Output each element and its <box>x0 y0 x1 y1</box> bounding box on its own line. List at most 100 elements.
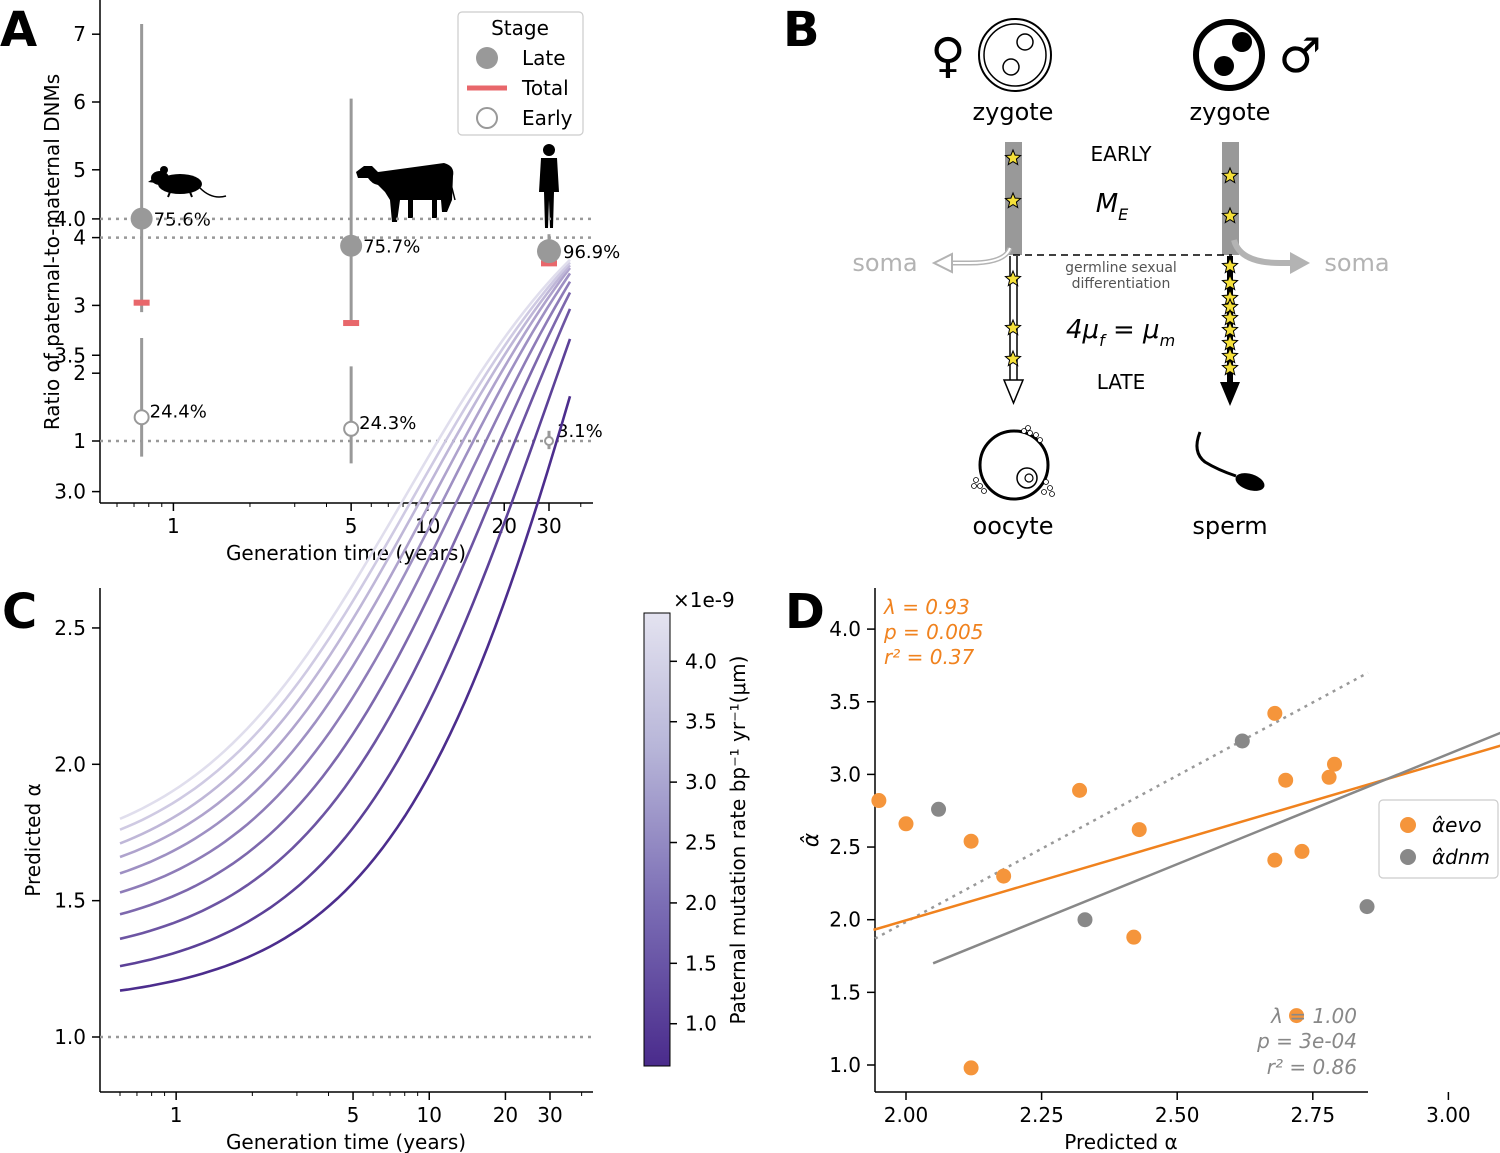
panel-b-diagram: ♀ zygote ♂ zygote EARLY ME germline sexu… <box>852 18 1390 540</box>
panel-c-ytick-label: 3.0 <box>54 480 86 504</box>
early-pct-label-human: 3.1% <box>557 421 603 442</box>
panel-c-ytick-label: 3.5 <box>54 343 86 367</box>
panel-d-xtick-label: 2.50 <box>1155 1103 1200 1127</box>
panel-a-xtick-label: 30 <box>536 514 561 538</box>
panel-a-ytick-label: 4 <box>73 226 86 250</box>
human-silhouette <box>539 144 559 228</box>
colorbar-label: Paternal mutation rate bp⁻¹ yr⁻¹(μm) <box>726 656 750 1025</box>
panel-a-ytick-label: 2 <box>73 361 86 385</box>
panel-d-ytick-label: 1.0 <box>829 1053 861 1077</box>
early-label: EARLY <box>1091 142 1153 166</box>
legend-total-label: Total <box>521 76 569 100</box>
colorbar-tick-label: 4.0 <box>685 649 717 673</box>
panel-c-ytick-label: 1.5 <box>54 889 86 913</box>
panel-a-ytick-label: 5 <box>73 158 86 182</box>
panel-c-xtick-label: 1 <box>170 1103 183 1127</box>
panel-c-curve-1.1e-9 <box>119 338 572 968</box>
colorbar-tick-label: 3.5 <box>685 710 717 734</box>
panel-d-xtick-label: 2.25 <box>1019 1103 1064 1127</box>
late-label: LATE <box>1097 370 1146 394</box>
panel-d-point-evo <box>1278 772 1294 788</box>
panel-d-fit-line-0 <box>873 744 1500 932</box>
late-pct-label-cattle: 75.7% <box>363 237 420 258</box>
panel-c-ytick-label: 2.5 <box>54 616 86 640</box>
male-zygote-icon <box>1193 19 1265 91</box>
panel-c-xtick-label: 5 <box>347 1103 360 1127</box>
panel-c-curve-0.7e-9 <box>119 395 572 992</box>
male-symbol: ♂ <box>1278 28 1321 84</box>
panel-letter-b: B <box>783 2 820 58</box>
panel-c-xlabel: Generation time (years) <box>226 1130 466 1153</box>
legend-evo-marker <box>1400 817 1416 833</box>
colorbar <box>643 612 671 1067</box>
mutation-star-icon <box>1004 148 1022 166</box>
panel-c-curve-1.5e-9 <box>119 308 572 941</box>
panel-a-legend: Stage Late Total Early <box>457 11 584 136</box>
oocyte-icon <box>971 425 1055 501</box>
oocyte-label: oocyte <box>973 512 1054 540</box>
male-early-bar <box>1222 142 1239 255</box>
legend-evo-label: α̂evo <box>1432 813 1482 837</box>
panel-d-point-dnm <box>1234 733 1250 749</box>
panel-d-point-evo <box>1126 929 1142 945</box>
panel-d-point-evo <box>1289 1008 1305 1024</box>
early-point-cattle <box>343 420 360 437</box>
soma-arrow-right-line <box>1231 238 1292 266</box>
colorbar-tick-label: 1.0 <box>685 1012 717 1036</box>
germline-label-line2: differentiation <box>1072 276 1171 292</box>
panel-c-curve-2.3e-9 <box>119 280 572 894</box>
legend-dnm-label: α̂dnm <box>1432 845 1490 869</box>
total-mark-human <box>541 260 557 267</box>
panel-a-ytick-label: 3 <box>73 293 86 317</box>
panel-letter-a: A <box>0 2 37 58</box>
panel-c-xtick-label: 10 <box>417 1103 442 1127</box>
mutation-star-icon <box>1221 256 1239 274</box>
panel-d-point-dnm <box>1077 912 1093 928</box>
colorbar-tick-label: 1.5 <box>685 951 717 975</box>
panel-d-point-evo <box>898 816 914 832</box>
colorbar-tick-label: 2.5 <box>685 831 717 855</box>
panel-c-curve-3.1e-9 <box>119 267 572 859</box>
panel-d-point-evo <box>1321 769 1337 785</box>
soma-arrow-left-head <box>931 252 953 274</box>
female-late-arrow-head <box>1002 379 1025 405</box>
legend-early-label: Early <box>522 106 573 130</box>
panel-a-xtick-label: 5 <box>345 514 358 538</box>
mouse-silhouette <box>148 166 227 198</box>
panel-c-curve-3.5e-9 <box>119 264 571 845</box>
panel-c-chart: 1 5 10 20 30 1.0 1.5 2.0 2.5 3.0 3.5 4.0 Generatio… <box>21 207 750 1153</box>
me-label: ME <box>1096 189 1129 224</box>
panel-a-xtick-label: 1 <box>167 514 180 538</box>
soma-arrow-left-line <box>945 246 1013 266</box>
panel-a-ylabel: Ratio of paternal-to-maternal DNMs <box>40 74 64 430</box>
panel-d-xlabel: Predicted α <box>1064 1130 1177 1153</box>
panel-d-point-evo <box>1072 782 1088 798</box>
evo-p: p = 0.005 <box>883 620 983 644</box>
early-pct-label-mouse: 24.4% <box>150 401 207 422</box>
panel-d-point-evo <box>996 868 1012 884</box>
panel-d-point-evo <box>1131 822 1147 838</box>
panel-d-point-evo <box>1267 705 1283 721</box>
male-zygote-label: zygote <box>1190 98 1271 126</box>
colorbar-tick-label: 2.0 <box>685 891 717 915</box>
evo-lambda: λ = 0.93 <box>883 595 970 619</box>
panel-d-ytick-label: 2.5 <box>829 835 861 859</box>
panel-d-point-evo <box>1326 756 1342 772</box>
panel-c-ylabel: Predicted α <box>21 783 45 896</box>
panel-letter-d: D <box>785 584 825 640</box>
legend-early-marker <box>476 107 498 129</box>
panel-c-curve-1.9e-9 <box>119 291 572 916</box>
early-pct-label-cattle: 24.3% <box>359 413 416 434</box>
mutation-star-icon <box>1004 269 1022 287</box>
panel-a-ytick-label: 6 <box>73 90 86 114</box>
panel-d-point-evo <box>963 833 979 849</box>
panel-a-xtick-label: 10 <box>415 514 440 538</box>
germline-label-line1: germline sexual <box>1065 260 1177 276</box>
mutation-star-icon <box>1221 333 1239 351</box>
dnm-p: p = 3e-04 <box>1256 1029 1357 1053</box>
panel-letter-c: C <box>2 584 37 640</box>
female-zygote-label: zygote <box>973 98 1054 126</box>
panel-d-xtick-label: 2.75 <box>1291 1103 1336 1127</box>
